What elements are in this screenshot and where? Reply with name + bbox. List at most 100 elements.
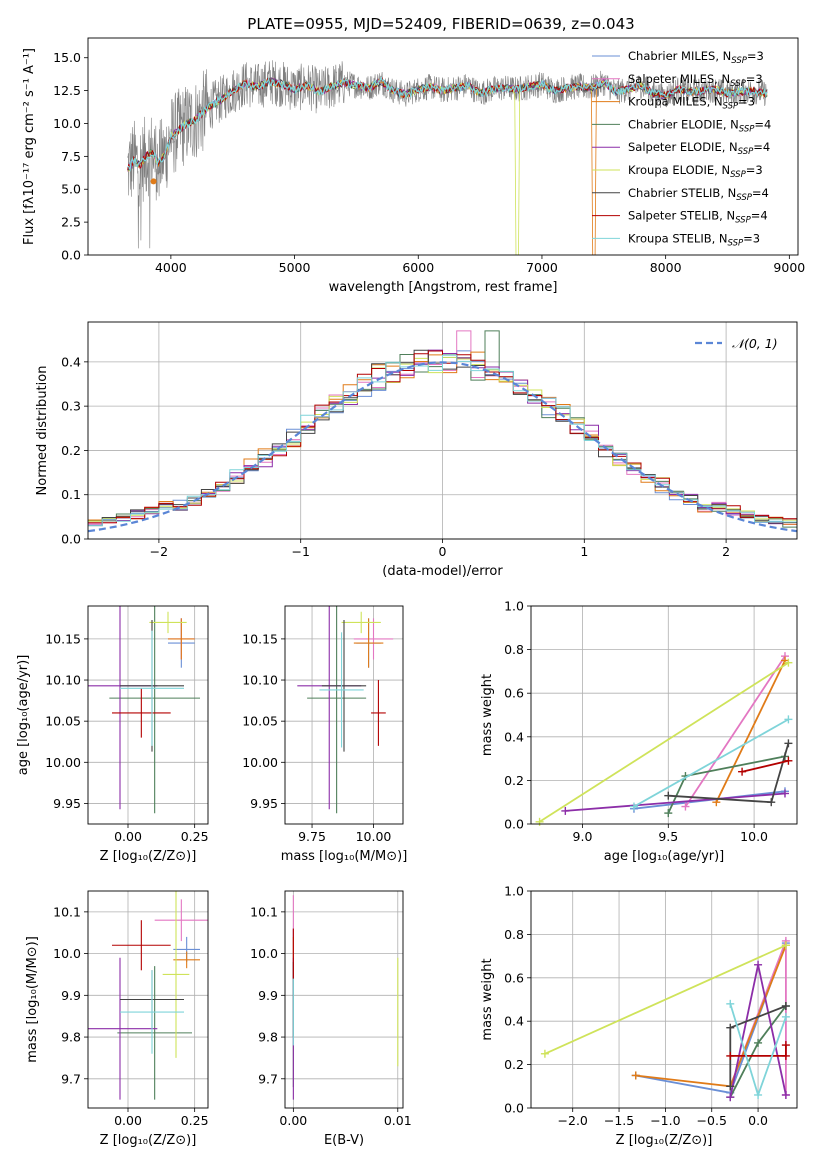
normal-curve xyxy=(87,361,798,533)
x-tick-label: 10.00 xyxy=(356,829,392,844)
y-tick-label: 0.6 xyxy=(504,970,524,985)
x-tick-label: 0.25 xyxy=(181,829,209,844)
x-tick-label: −2 xyxy=(150,544,168,559)
plus-marker xyxy=(664,791,673,800)
plus-marker xyxy=(754,1038,763,1047)
x-tick-label: 2 xyxy=(722,544,730,559)
plus-marker xyxy=(754,960,763,969)
residuals-frame xyxy=(87,321,798,540)
y-tick-label: 0.2 xyxy=(61,443,81,458)
y-tick-label: 9.95 xyxy=(250,796,278,811)
y-tick-label: 10.10 xyxy=(45,673,81,688)
mass-vs-Z-xlabel: Z [log₁₀(Z/Z⊙)] xyxy=(100,1133,197,1148)
spectrum-legend: Chabrier MILES, NSSP=3 Salpeter MILES, NS… xyxy=(592,49,771,248)
x-tick-label: −1.5 xyxy=(604,1113,634,1128)
x-tick-label: 4000 xyxy=(155,260,187,275)
plus-marker xyxy=(780,789,789,798)
x-tick-label: 0 xyxy=(439,544,447,559)
plus-marker xyxy=(784,658,793,667)
x-tick-label: −2.0 xyxy=(558,1113,588,1128)
plus-marker xyxy=(631,1071,640,1080)
y-tick-label: 10.05 xyxy=(45,714,81,729)
mass-vs-EBV-errorbars xyxy=(292,895,399,1100)
legend-entry: Salpeter ELODIE, NSSP=4 xyxy=(628,140,770,157)
y-tick-label: 10.0 xyxy=(53,946,81,961)
mass-weight-series-6 xyxy=(539,661,789,823)
mass-vs-Z-frame xyxy=(87,890,209,1109)
plus-marker xyxy=(726,1093,735,1102)
x-tick-label: 1 xyxy=(580,544,588,559)
panels: 4000 5000 6000 7000 8000 90000.02.55.07.510.0… xyxy=(16,37,805,1148)
spectrum-lines xyxy=(127,60,768,255)
legend-entry: Chabrier MILES, NSSP=3 xyxy=(628,49,764,66)
errorbar-point-7 xyxy=(321,619,367,752)
age-vs-mass-errorbars xyxy=(297,606,394,814)
massweight-vs-Z-axes: −2.0 −1.5 −1.0 −0.5 0.0 0.0 0.2 0.4 0.6 0.8 1.0 xyxy=(504,884,797,1128)
errorbar-point-6 xyxy=(341,611,381,634)
residuals-ylabel: Normed distribution xyxy=(35,366,50,496)
x-tick-label: −0.5 xyxy=(697,1113,727,1128)
massweight-vs-age-xlabel: age [log₁₀(age/yr)] xyxy=(604,849,725,864)
x-tick-label: 9.0 xyxy=(573,829,593,844)
plus-marker xyxy=(781,1051,790,1060)
legend-entry: Kroupa STELIB, NSSP=3 xyxy=(628,231,760,248)
x-tick-label: 9000 xyxy=(773,260,805,275)
plus-marker xyxy=(726,1082,735,1091)
y-tick-label: 1.0 xyxy=(504,884,524,899)
y-tick-label: 0.2 xyxy=(504,1057,524,1072)
legend-entry: Kroupa ELODIE, NSSP=3 xyxy=(628,163,763,180)
errorbar-point-6 xyxy=(149,611,187,634)
y-tick-label: 9.95 xyxy=(53,796,81,811)
errorbar-point-9 xyxy=(319,632,364,748)
errorbar-point-8 xyxy=(112,688,171,738)
y-tick-label: 15.0 xyxy=(53,50,81,65)
errorbar-point-5 xyxy=(88,957,158,1100)
plus-marker xyxy=(664,809,673,818)
errorbar-point-4 xyxy=(117,966,192,1100)
mass-weight-series-6 xyxy=(544,944,787,1055)
x-tick-label: 0.25 xyxy=(181,1113,209,1128)
x-tick-label: 0.0 xyxy=(748,1113,768,1128)
residuals-xlabel: (data-model)/error xyxy=(382,564,503,579)
y-tick-label: 0.0 xyxy=(504,1101,524,1116)
spectrum-marker xyxy=(150,178,157,185)
y-tick-label: 10.0 xyxy=(53,116,81,131)
massweight-vs-age-axes: 9.0 9.5 10.0 0.0 0.2 0.4 0.6 0.8 1.0 xyxy=(504,599,797,844)
y-tick-label: 1.0 xyxy=(504,599,524,614)
errorbar-point-8 xyxy=(112,920,171,971)
massweight-vs-Z-frame xyxy=(530,890,798,1109)
age-vs-Z-xlabel: Z [log₁₀(Z/Z⊙)] xyxy=(100,849,197,864)
massweight-vs-Z-lines xyxy=(540,936,790,1102)
y-tick-label: 0.2 xyxy=(504,773,524,788)
mass-weight-series-3 xyxy=(715,660,786,803)
spectrum-frame xyxy=(87,37,799,256)
errorbar-point-8 xyxy=(371,680,386,746)
y-tick-label: 10.15 xyxy=(242,631,278,646)
age-vs-mass-xlabel: mass [log₁₀(M/M⊙)] xyxy=(281,849,408,864)
y-tick-label: 0.1 xyxy=(61,487,81,502)
age-vs-Z-frame xyxy=(87,605,209,825)
y-tick-label: 10.10 xyxy=(242,673,278,688)
errorbar-point-4 xyxy=(109,606,200,814)
x-tick-label: 6000 xyxy=(402,260,434,275)
y-tick-label: 0.4 xyxy=(504,1014,524,1029)
y-tick-label: 10.1 xyxy=(53,904,81,919)
plus-marker xyxy=(781,1041,790,1050)
spectrum-xlabel: wavelength [Angstrom, rest frame] xyxy=(329,280,558,295)
x-tick-label: 10.0 xyxy=(740,829,768,844)
y-tick-label: 0.8 xyxy=(504,642,524,657)
plus-marker xyxy=(540,1049,549,1058)
spectrum-axes: 4000 5000 6000 7000 8000 9000 0.0 2.5 5.0 7.5 10.0… xyxy=(53,50,805,275)
errorbar-point-6 xyxy=(162,891,190,1058)
x-tick-label: 0.00 xyxy=(114,1113,142,1128)
plus-marker xyxy=(781,1090,790,1099)
plus-marker xyxy=(738,767,747,776)
mass-vs-EBV-frame xyxy=(284,890,404,1109)
y-tick-label: 5.0 xyxy=(61,182,81,197)
mass-weight-series-5 xyxy=(565,792,786,812)
y-tick-label: 9.9 xyxy=(258,988,278,1003)
residual-histograms xyxy=(87,330,798,533)
plus-marker xyxy=(561,806,570,815)
